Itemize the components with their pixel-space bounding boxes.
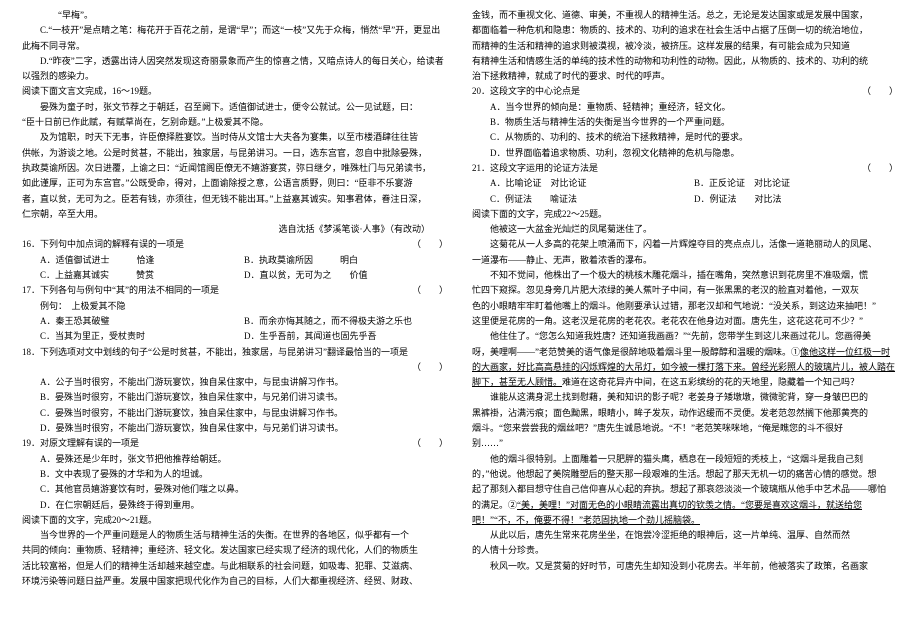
- passage-line: 有精神生活和情感生活的单纯的技术性的动物和功利性的动物。因此，从物质的、技术的、…: [472, 54, 898, 69]
- option-d: D．生乎吾前，其闻道也固先乎吾: [244, 329, 448, 344]
- option-d: D．例证法 对比法: [694, 192, 898, 207]
- passage-line: 供帐，为游谈之地。公是时贫甚，不能出，独家居，与昆弟讲习。一日，选东宫官，忽自中…: [22, 146, 448, 161]
- passage-line: 及为馆职，时天下无事，许臣僚择胜宴饮。当时侍从文馆士大夫各为宴集，以至市楼酒肆往…: [22, 130, 448, 145]
- answer-blank: （ ）: [412, 360, 448, 375]
- passage-line: 金钱，而不重视文化、道德、审美，不重视人的精神生活。总之，无论是发达国家或是发展…: [472, 8, 898, 23]
- q17-stem: 17．下列各句与例句中“其”的用法不相同的一项是: [22, 283, 219, 298]
- passage-line: 烟斗。“您来尝尝我的烟丝吧？”唐先生诚恳地说。“不！”老范笑咪咪地，“俺是瞧您的…: [472, 421, 898, 436]
- answer-blank: （ ）: [862, 161, 898, 176]
- q20-stem: 20．这段文字的中心论点是: [472, 84, 580, 99]
- passage-line: 这菊花从一人多高的花架上喷涌而下，闪着一片辉煌夺目的亮点点儿，活像一道艳丽动人的…: [472, 237, 898, 252]
- option-b: B．正反论证 对比论证: [694, 176, 898, 191]
- passage-line: 者，直以贫，无可为之。臣若有钱，亦须往，但无钱不能出耳。”上益嘉其诚实。知事君体…: [22, 192, 448, 207]
- question-20: 20．这段文字的中心论点是 （ ）: [472, 84, 898, 99]
- option-d: D．在仁宗朝廷后，晏殊终于得到重用。: [40, 498, 448, 513]
- option-d: D．直以贫，无可为之 价值: [244, 268, 448, 283]
- passage-line: 的人情十分珍贵。: [472, 543, 898, 558]
- passage-line: 晏殊为童子时，张文节荐之于朝廷，召至阙下。适值御试进士，便令公就试。公一见试题，…: [22, 100, 448, 115]
- option-c: C．上益嘉其诚实 赞赏: [40, 268, 244, 283]
- q20-options: A．当今世界的倾向是：重物质、轻精神；重经济，轻文化。 B．物质生活与精神生活的…: [472, 100, 898, 161]
- section-intro: 阅读下面的文字，完成20～21题。: [22, 513, 448, 528]
- option-a: A．当今世界的倾向是：重物质、轻精神；重经济，轻文化。: [490, 100, 898, 115]
- passage-line: 一道瀑布——静止、无声，散着浓香的瀑布。: [472, 253, 898, 268]
- passage-line: 他被这一大盆金光灿烂的凤尾菊迷住了。: [472, 222, 898, 237]
- q18-stem: 18．下列选项对文中划线的句子“公是时贫甚，不能出，独家居，与昆弟讲习”翻译最恰…: [22, 345, 408, 360]
- passage-line: 黑裤褂，沾满污痕；面色黝黑，眼睛小，眸子发灰，动作迟缓而不灵便。发老范忽然搁下他…: [472, 406, 898, 421]
- source-citation: 选自沈括《梦溪笔谈·人事》（有改动）: [22, 222, 448, 237]
- passage-line: 他的烟斗很特别。上面雕着一只肥胖的猫头鹰，栖息在一段短短的秃枝上，“这烟斗是我自…: [472, 452, 898, 467]
- passage-line: 他住住了。“您怎么知道我姓唐？还知道我画画？”“先前，您带学生到这儿来画过花儿。…: [472, 329, 898, 344]
- passage-line: 忙四下窥探。忽见身旁几片肥大浓绿的美人蕉叶子中间，有一张黑黑的老汉的脸直对着他，…: [472, 283, 898, 298]
- q21-options: A．比喻论证 对比论证 B．正反论证 对比论证 C．例证法 喻证法 D．例证法 …: [472, 176, 898, 207]
- answer-blank: （ ）: [412, 436, 448, 451]
- text-line: D.“昨夜”二字，透露出诗人因突然发现这奇丽景象而产生的惊喜之情，又暗点诗人的每…: [22, 54, 448, 85]
- passage-line: 当今世界的一个严重问题是人的物质生活与精神生活的失衡。在世界的各地区，似乎都有一…: [22, 528, 448, 543]
- option-b: B．执政莫谕所因 明白: [244, 253, 448, 268]
- option-d: D．晏殊当时很穷，不能出门游玩宴饮，独自呆住家中，与兄弟们讲习读书。: [40, 421, 448, 436]
- option-a: A．晏殊还是少年时，张文节把他推荐给朝廷。: [40, 452, 448, 467]
- q21-stem: 21．这段文字运用的论证方法是: [472, 161, 598, 176]
- option-a: A．适值御试进士 恰逢: [40, 253, 244, 268]
- question-19: 19．对原文理解有误的一项是 （ ）: [22, 436, 448, 451]
- passage-line: 这里便是花房的一角。这老汉是花房的老花农。老花农在他身边对面。唐先生，这花这花可…: [472, 314, 898, 329]
- option-b: B．文中表现了晏殊的才华和为人的坦诚。: [40, 467, 448, 482]
- option-a: A．秦王恐其破璧: [40, 314, 244, 329]
- passage-line: 色的小眼睛牢牢盯着他嘴上的烟斗。他刚要承认过错，那老汉却和气地说：“没关系，到这…: [472, 299, 898, 314]
- passage-line: 从此以后，唐先生常来花房坐坐，在饱尝冷涩拒绝的眼神后，这一片单纯、温厚、自然而然: [472, 528, 898, 543]
- option-a: A．比喻论证 对比论证: [490, 176, 694, 191]
- q19-options: A．晏殊还是少年时，张文节把他推荐给朝廷。 B．文中表现了晏殊的才华和为人的坦诚…: [22, 452, 448, 513]
- question-18: 18．下列选项对文中划线的句子“公是时贫甚，不能出，独家居，与昆弟讲习”翻译最恰…: [22, 345, 448, 360]
- q17-options: A．秦王恐其破璧 B．而余亦悔其随之，而不得极夫游之乐也 C．当其为里正，受杖责…: [22, 314, 448, 345]
- option-c: C．晏殊当时很穷，不能出门游玩宴饮，独自呆住家中，与昆虫讲解习作书。: [40, 406, 448, 421]
- passage-line: 谁能从这满身泥土找到慰藉，美和知识的影子呢？老姜身子矮墩墩，微微驼背，穿一身皱巴…: [472, 390, 898, 405]
- answer-blank: （ ）: [862, 84, 898, 99]
- passage-line: 秋风一吹。又是赏菊的好时节，可唐先生却知没到小花房去。半年前，他被落实了政策，名…: [472, 559, 898, 574]
- passage-line: 共同的倾向：重物质、轻精神；重经济、轻文化。发达国家已经实现了经济的现代化，人们…: [22, 543, 448, 558]
- question-17: 17．下列各句与例句中“其”的用法不相同的一项是 （ ）: [22, 283, 448, 298]
- q16-stem: 16．下列句中加点词的解释有误的一项是: [22, 237, 184, 252]
- option-c: C．当其为里正，受杖责时: [40, 329, 244, 344]
- option-d: D．世界面临着追求物质、功利，忽视文化精神的危机与隐患。: [490, 146, 898, 161]
- question-16: 16．下列句中加点词的解释有误的一项是 （ ）: [22, 237, 448, 252]
- answer-blank: （ ）: [412, 283, 448, 298]
- passage-line: 如此谨厚，正可为东宫官。”公既受命，得对，上面谕除授之意，公语言质野，则曰：“臣…: [22, 176, 448, 191]
- text-line: “早梅”。: [22, 8, 448, 23]
- passage-line: 呀，美哩啊——”老范赞美的语气像是很醉地吸着烟斗里一股醇醇和温暖的烟味。①像他这…: [472, 345, 898, 391]
- option-a: A．公子当时很穷，不能出门游玩宴饮，独自呆住家中，与昆虫讲解习作书。: [40, 375, 448, 390]
- passage-line: 的满足。②“美，美哩！”对面无色的小眼睛流露出真切的钦羡之情。“您要是喜欢这烟斗…: [472, 498, 898, 529]
- answer-blank-row: （ ）: [22, 360, 448, 375]
- passage-line: 的，”他说。他想起了美院雕塑后的整天那一段艰难的生活。想起了那天无机一切的痛苦心…: [472, 467, 898, 482]
- passage-line: 起了那刻入都目想守住自己信仰喜从心起的弃执。想起了那哀怨淡淡一个玻璃瓶从他手中艺…: [472, 482, 898, 497]
- option-b: B．而余亦悔其随之，而不得极夫游之乐也: [244, 314, 448, 329]
- q19-stem: 19．对原文理解有误的一项是: [22, 436, 139, 451]
- question-21: 21．这段文字运用的论证方法是 （ ）: [472, 161, 898, 176]
- passage-line: 执政莫谕所因。次日进覆，上谕之曰：“近闻馆阁臣僚无不嬉游宴赏，弥日继夕，唯殊杜门…: [22, 161, 448, 176]
- passage-line: 活比较富裕，但是人们的精神生活却越来越空虚。与此相联系的社会问题，如吸毒、犯罪、…: [22, 559, 448, 574]
- section-intro: 阅读下面的文字，完成22～25题。: [472, 207, 898, 222]
- passage-line: 不知不觉间，他株出了一个极大的桃核木雕花烟斗，插在嘴角，突然意识到花房里不准吸烟…: [472, 268, 898, 283]
- passage-line: “臣十日前已作此赋，有赋草尚在，乞别命题。”上极爱其不隐。: [22, 115, 448, 130]
- passage-line: 而精神的生活和精神的追求则被漠视，被冷淡，被挤压。这样发展的结果，有可能会成为只…: [472, 39, 898, 54]
- passage-line: 别……”: [472, 436, 898, 451]
- passage-line: 环境污染等问题日益严重。发展中国家把现代化作为自己的目标，人们大都重视经济、经贸…: [22, 574, 448, 589]
- section-intro: 阅读下面文言文完成，16～19题。: [22, 84, 448, 99]
- answer-blank: （ ）: [412, 237, 448, 252]
- q18-options: A．公子当时很穷，不能出门游玩宴饮，独自呆住家中，与昆虫讲解习作书。 B．晏殊当…: [22, 375, 448, 436]
- text-line: C.“一枝开”是点睛之笔：梅花开于百花之前，是谓“早”；而这“一枝”又先于众梅，…: [22, 23, 448, 54]
- passage-line: 治下拯救精神，就成了时代的要求、时代的呼声。: [472, 69, 898, 84]
- option-c: C．例证法 喻证法: [490, 192, 694, 207]
- q17-example: 例句： 上极爱其不隐: [22, 299, 448, 314]
- passage-line: 仁宗朝，卒至大用。: [22, 207, 448, 222]
- option-b: B．晏殊当时很穷，不能出门游玩宴饮，独自呆住家中，与兄弟们讲习读书。: [40, 390, 448, 405]
- underlined-text-2: “美，美哩！”对面无色的小眼睛流露出真切的钦羡之情。“您要是喜欢这烟斗，就送给您…: [472, 500, 862, 525]
- q16-options: A．适值御试进士 恰逢 B．执政莫谕所因 明白 C．上益嘉其诚实 赞赏 D．直以…: [22, 253, 448, 284]
- option-c: C．其他官员嬉游宴饮有时，晏殊对他们嗤之以鼻。: [40, 482, 448, 497]
- option-c: C．从物质的、功利的、技术的统治下拯救精神，是时代的要求。: [490, 130, 898, 145]
- option-b: B．物质生活与精神生活的失衡是当今世界的一个严重问题。: [490, 115, 898, 130]
- passage-line: 都面临着一种危机和隐患：物质的、技术的、功利的追求在社会生活中占据了压倒一切的统…: [472, 23, 898, 38]
